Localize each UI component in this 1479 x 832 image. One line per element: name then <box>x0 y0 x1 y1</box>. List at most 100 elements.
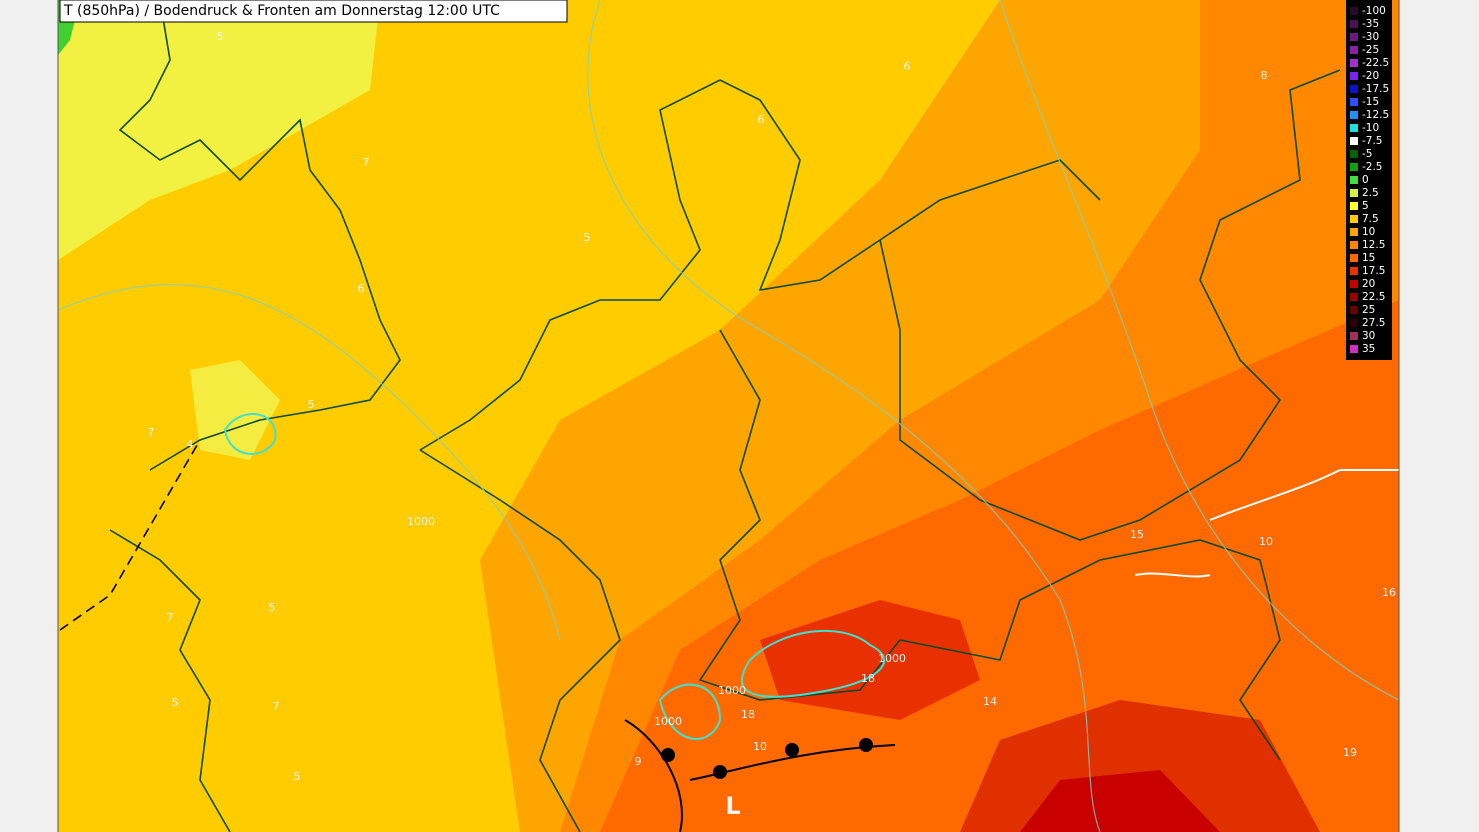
map-title: T (850hPa) / Bodendruck & Fronten am Don… <box>63 3 500 19</box>
border <box>879 69 1341 541</box>
contour-label: 7 <box>167 611 174 624</box>
legend-label: -22.5 <box>1362 57 1389 69</box>
legend-label: 15 <box>1362 252 1375 264</box>
front-symbol <box>661 748 675 762</box>
front-symbol <box>785 743 799 757</box>
contour-label: 1000 <box>718 684 746 697</box>
coastline <box>109 529 231 832</box>
contour-label: 5 <box>217 30 224 43</box>
legend-label: -30 <box>1362 31 1379 43</box>
legend-swatch <box>1350 332 1358 340</box>
legend-label: -20 <box>1362 70 1379 82</box>
contour-label: 5 <box>269 601 276 614</box>
legend-label: 12.5 <box>1362 239 1385 251</box>
front-symbol <box>859 738 873 752</box>
contour-label: 8 <box>1261 69 1268 82</box>
legend-label: 22.5 <box>1362 291 1385 303</box>
contour-label: 6 <box>758 113 765 126</box>
legend-label: 35 <box>1362 343 1375 355</box>
legend-label: 25 <box>1362 304 1375 316</box>
contour-label: 5 <box>584 231 591 244</box>
legend-swatch <box>1350 150 1358 158</box>
isobar-1000 <box>658 683 722 740</box>
legend-swatch <box>1350 306 1358 314</box>
border <box>419 449 621 832</box>
isobar <box>999 0 1400 701</box>
legend-swatch <box>1350 228 1358 236</box>
dark-red-zone <box>1020 770 1220 832</box>
contour-label: 7 <box>363 156 370 169</box>
legend-label: 17.5 <box>1362 265 1385 277</box>
contour-label: 10 <box>753 740 767 753</box>
legend-label: 2.5 <box>1362 187 1379 199</box>
contour-label: 18 <box>861 672 875 685</box>
contour-label: 1000 <box>878 652 906 665</box>
legend-swatch <box>1350 319 1358 327</box>
legend-swatch <box>1350 137 1358 145</box>
isotherm <box>1134 572 1211 578</box>
contour-label: 14 <box>983 695 997 708</box>
front-symbol <box>713 765 727 779</box>
red-zone <box>760 600 980 720</box>
trough-line <box>59 439 201 631</box>
contour-label: 15 <box>1130 528 1144 541</box>
legend-label: 27.5 <box>1362 317 1385 329</box>
legend-label: -25 <box>1362 44 1379 56</box>
contour-label: 1000 <box>654 715 682 728</box>
legend-label: -17.5 <box>1362 83 1389 95</box>
legend-label: 20 <box>1362 278 1375 290</box>
legend-swatch <box>1350 280 1358 288</box>
contour-label: 5 <box>308 398 315 411</box>
contour-label: 7 <box>273 700 280 713</box>
legend-swatch <box>1350 59 1358 67</box>
isobar <box>587 0 1101 832</box>
legend-swatch <box>1350 215 1358 223</box>
legend-swatch <box>1350 189 1358 197</box>
legend-swatch <box>1350 124 1358 132</box>
legend-swatch <box>1350 98 1358 106</box>
legend-swatch <box>1350 33 1358 41</box>
border <box>698 329 1281 761</box>
contour-label: 9 <box>635 755 642 768</box>
legend-swatch <box>1350 85 1358 93</box>
legend-swatch <box>1350 176 1358 184</box>
low-pressure-label: L <box>725 792 740 820</box>
isobar-1000 <box>741 629 885 698</box>
contour-label: 4 <box>187 438 194 451</box>
isobar <box>57 283 561 641</box>
legend-label: 0 <box>1362 174 1369 186</box>
legend-swatch <box>1350 111 1358 119</box>
legend-label: -5 <box>1362 148 1372 160</box>
legend-label: 10 <box>1362 226 1375 238</box>
legend-swatch <box>1350 72 1358 80</box>
contour-label: 1000 <box>407 515 435 528</box>
coastline <box>118 0 401 471</box>
legend-label: -15 <box>1362 96 1379 108</box>
legend-label: 7.5 <box>1362 213 1379 225</box>
legend-label: 30 <box>1362 330 1375 342</box>
title-box <box>59 0 568 23</box>
legend-swatch <box>1350 293 1358 301</box>
legend-swatch <box>1350 46 1358 54</box>
contour-label: 10 <box>1259 535 1273 548</box>
legend-label: 5 <box>1362 200 1369 212</box>
contour-label: 6 <box>358 282 365 295</box>
legend-label: -12.5 <box>1362 109 1389 121</box>
isotherm <box>1209 469 1399 521</box>
legend-swatch <box>1350 254 1358 262</box>
contour-label: 19 <box>1343 746 1357 759</box>
legend: -100-35-30-25-22.5-20-17.5-15-12.5-10-7.… <box>1350 5 1389 355</box>
legend-swatch <box>1350 7 1358 15</box>
isobar-1000 <box>223 413 277 455</box>
legend-label: -100 <box>1362 5 1386 17</box>
yellow-zone <box>58 0 380 260</box>
contour-label: 18 <box>741 708 755 721</box>
contour-label: 5 <box>172 696 179 709</box>
legend-swatch <box>1350 20 1358 28</box>
legend-label: -10 <box>1362 122 1379 134</box>
contour-label: 6 <box>904 60 911 73</box>
contour-label: 7 <box>148 426 155 439</box>
legend-swatch <box>1350 163 1358 171</box>
